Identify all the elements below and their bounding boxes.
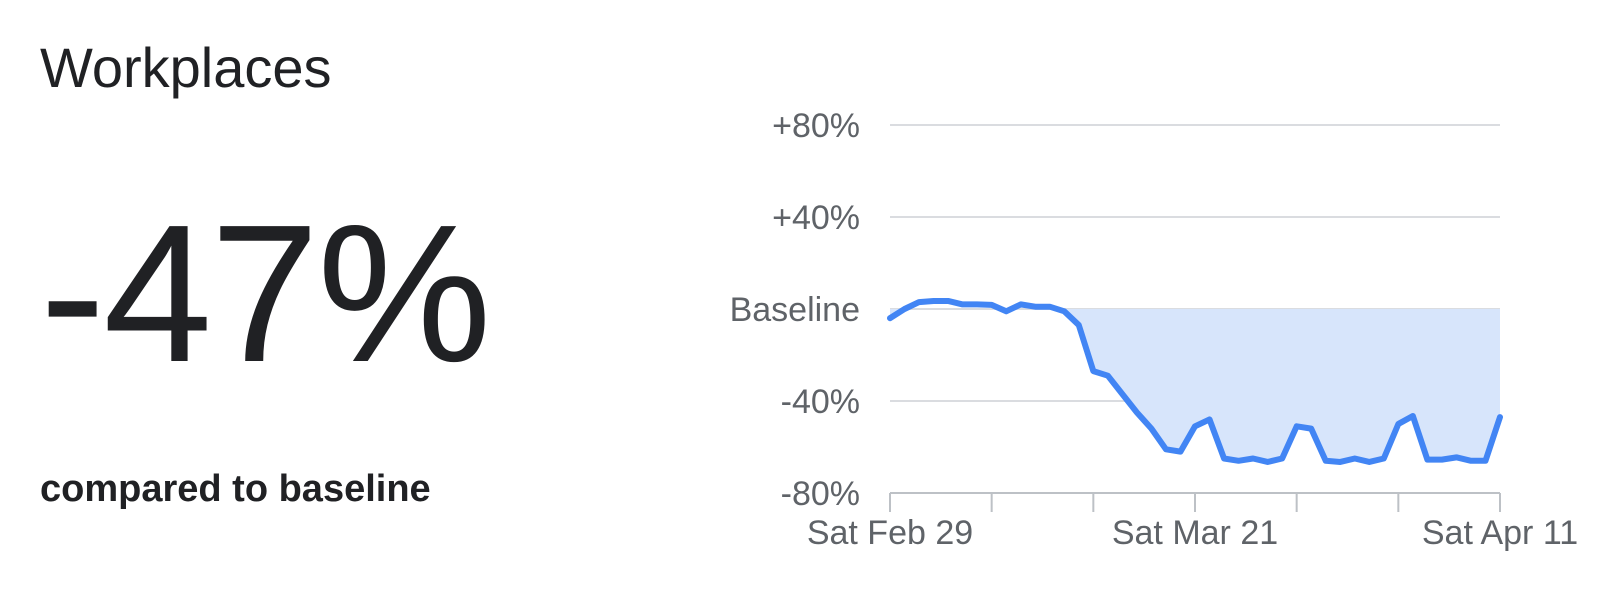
series-line [887, 297, 1503, 465]
below-baseline-area [890, 309, 1500, 462]
line-layer [887, 297, 1503, 465]
y-tick-label: -80% [781, 475, 860, 513]
x-tick-label: Sat Mar 21 [1112, 514, 1278, 552]
y-tick-label: +80% [772, 107, 860, 145]
card-title: Workplaces [40, 36, 332, 99]
y-tick-label: Baseline [730, 291, 860, 329]
x-axis [889, 492, 1501, 512]
x-tick-label: Sat Feb 29 [807, 514, 973, 552]
x-axis-labels: Sat Feb 29 Sat Mar 21 Sat Apr 11 [807, 514, 1578, 552]
x-tick-label: Sat Apr 11 [1422, 514, 1578, 552]
comparison-caption: compared to baseline [40, 468, 431, 510]
y-tick-label: +40% [772, 199, 860, 237]
area-layer [890, 309, 1500, 462]
big-percent-value: -47% [40, 184, 492, 403]
y-axis-labels: +80% +40% Baseline -40% -80% [730, 107, 860, 513]
y-tick-label: -40% [781, 383, 860, 421]
